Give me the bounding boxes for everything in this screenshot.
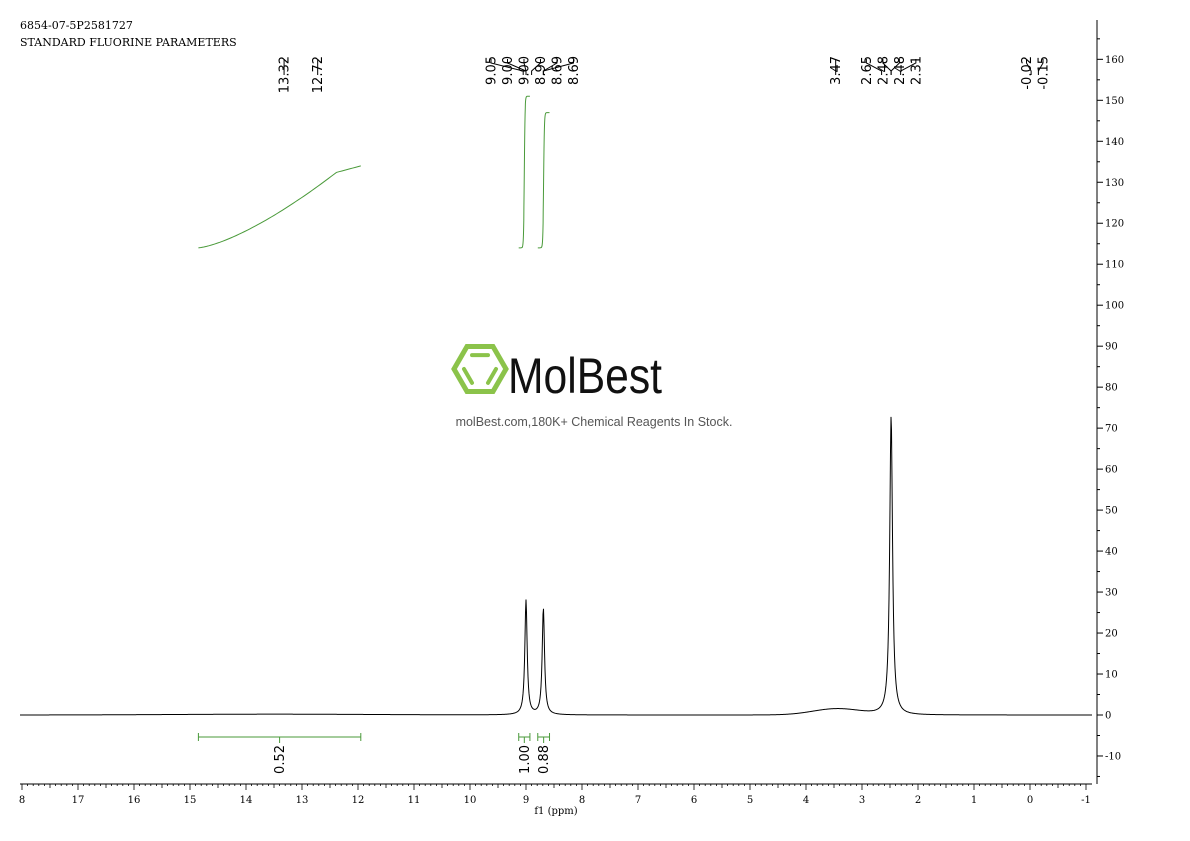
y-tick-label: 120 [1105, 219, 1124, 230]
y-tick-label: 110 [1105, 260, 1124, 271]
y-tick-label: 70 [1105, 424, 1118, 435]
integral-value-label: 1.00 [518, 745, 533, 774]
y-axis: -10 0 10 20 30 40 50 60 70 80 90 100 110 120 130 140 150… [1096, 20, 1124, 784]
peak-label: 3.47 [829, 56, 844, 85]
x-tick-label: 9 [523, 795, 529, 806]
x-tick-label: 14 [240, 795, 253, 806]
x-tick-label: 3 [859, 795, 865, 806]
x-tick-label: 8 [19, 795, 25, 806]
parameters-label: STANDARD FLUORINE PARAMETERS [20, 36, 237, 49]
x-tick-label: 12 [352, 795, 365, 806]
x-axis: 8 17 16 15 14 13 12 11 10 9 8 7 6 5 4 3 2 1 0 -1 [19, 783, 1092, 806]
sample-id: 6854-07-5P2581727 [20, 19, 133, 32]
integral-curve [198, 165, 361, 249]
y-tick-label: 10 [1105, 670, 1118, 681]
y-tick-label: 40 [1105, 547, 1118, 558]
peak-marker-line [900, 59, 917, 75]
peak-marker-line [865, 59, 883, 75]
peak-label: 2.48 [893, 56, 908, 85]
x-tick-label: 4 [803, 795, 809, 806]
x-tick-label: 6 [691, 795, 697, 806]
y-tick-label: 0 [1105, 711, 1111, 722]
y-tick-label: 160 [1105, 55, 1124, 66]
peak-label: 2.48 [876, 56, 891, 85]
y-tick-label: 80 [1105, 383, 1118, 394]
benzene-ring-icon [451, 343, 509, 395]
brand-name: MolBest [508, 348, 662, 404]
x-tick-label: 13 [296, 795, 309, 806]
integral-curves [198, 95, 550, 249]
peak-label: 2.65 [860, 56, 875, 85]
integral-bars: 0.52 1.00 0.88 [197, 733, 552, 774]
x-tick-label: 1 [971, 795, 977, 806]
peak-label: 8.69 [567, 56, 582, 85]
y-tick-label: 100 [1105, 301, 1124, 312]
peak-label: 12.72 [311, 56, 326, 93]
peak-marker-line [531, 59, 542, 75]
peak-label: 9.05 [485, 56, 500, 85]
peak-marker-line [490, 59, 524, 75]
spectrum-trace [20, 416, 1092, 716]
peak-marker-line [542, 59, 575, 75]
x-tick-label: 10 [464, 795, 477, 806]
integral-value-label: 0.88 [537, 745, 552, 774]
x-tick-label: 8 [579, 795, 585, 806]
y-tick-label: 130 [1105, 178, 1124, 189]
y-tick-label: 60 [1105, 465, 1118, 476]
integral-curve [537, 112, 550, 249]
x-axis-title: f1 (ppm) [534, 806, 577, 817]
integral-value-label: 0.52 [273, 745, 288, 774]
peak-marker-line [1037, 59, 1044, 75]
y-tick-label: -10 [1105, 751, 1121, 762]
x-tick-label: 2 [915, 795, 921, 806]
integral-curve [518, 95, 530, 249]
peak-label: 8.90 [534, 56, 549, 85]
x-tick-label: 7 [635, 795, 641, 806]
peak-label: 2.31 [909, 56, 924, 85]
peak-labels: 13.32 12.72 9.05 9.00 9.00 8.90 8.69 8.69 3.47 2.… [278, 56, 1052, 93]
x-tick-label: 0 [1027, 795, 1033, 806]
peak-label: -0.15 [1037, 56, 1052, 90]
molbest-watermark: MolBest molBest.com,180K+ Chemical Reage… [451, 343, 733, 429]
peak-marker-line [523, 59, 527, 75]
peak-label: -0.02 [1020, 56, 1035, 90]
x-tick-label: 17 [72, 795, 85, 806]
x-tick-label: 5 [747, 795, 753, 806]
x-tick-label: 16 [128, 795, 141, 806]
peak-label: 8.69 [551, 56, 566, 85]
y-tick-label: 20 [1105, 629, 1118, 640]
y-tick-label: 30 [1105, 588, 1118, 599]
y-tick-label: 140 [1105, 137, 1124, 148]
x-tick-label: -1 [1081, 795, 1091, 806]
peak-label: 9.00 [518, 56, 533, 85]
peak-marker-line [1026, 59, 1032, 75]
peak-label: 9.00 [501, 56, 516, 85]
x-tick-label: 11 [408, 795, 421, 806]
brand-tagline: molBest.com,180K+ Chemical Reagents In S… [456, 415, 733, 429]
peak-marker-line [890, 59, 900, 75]
y-tick-label: 50 [1105, 506, 1118, 517]
x-tick-label: 15 [184, 795, 197, 806]
y-tick-label: 90 [1105, 342, 1118, 353]
y-tick-label: 150 [1105, 96, 1124, 107]
peak-label: 13.32 [278, 56, 293, 93]
